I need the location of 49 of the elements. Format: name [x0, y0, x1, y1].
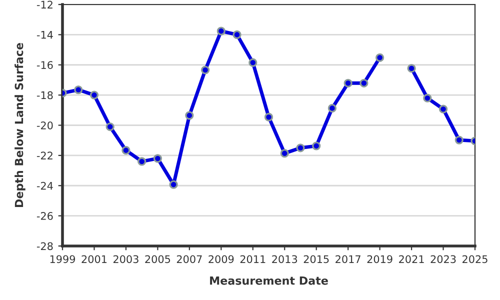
y-tick-label: -18	[36, 91, 53, 100]
point	[200, 66, 210, 74]
x-tick-label: 2023	[430, 255, 456, 264]
point	[74, 85, 83, 94]
x-tick-label: 2017	[336, 255, 360, 264]
point	[438, 104, 448, 114]
x-tick-label: 2021	[399, 255, 424, 264]
x-tick-label: 2003	[113, 255, 138, 264]
point	[216, 26, 226, 36]
point	[90, 90, 99, 100]
point	[454, 136, 464, 144]
point	[376, 53, 384, 62]
point	[106, 122, 114, 132]
x-tick-label: 2007	[176, 255, 202, 264]
x-tick-label: 2009	[208, 255, 234, 264]
point	[153, 154, 162, 163]
x-tick-label: 1999	[50, 255, 76, 264]
point	[138, 157, 146, 166]
y-tick-label: -22	[36, 152, 52, 160]
point	[232, 30, 242, 39]
y-tick-label: -16	[36, 61, 53, 69]
point	[360, 78, 368, 88]
y-tick-label: -14	[36, 31, 53, 39]
point	[328, 104, 337, 112]
x-axis-title: Measurement Date	[210, 276, 328, 285]
y-tick-label: -28	[36, 242, 53, 250]
x-tick-label: 2013	[272, 255, 298, 264]
point	[344, 78, 352, 88]
y-tick-label: -24	[36, 182, 53, 190]
y-axis-title: Depth Below Land Surface	[14, 43, 26, 207]
y-tick-label: -12	[36, 0, 52, 8]
x-tick-label: 2005	[145, 255, 170, 264]
point	[407, 64, 416, 73]
point	[264, 112, 274, 122]
point	[185, 111, 194, 120]
y-tick-label: -20	[36, 121, 53, 130]
point	[296, 144, 305, 152]
x-tick-label: 2025	[462, 255, 488, 264]
y-tick-label: -26	[36, 212, 53, 220]
x-tick-label: 2001	[82, 255, 107, 264]
point	[423, 94, 432, 102]
x-tick-label: 2019	[367, 255, 392, 264]
point	[169, 180, 178, 189]
point	[280, 149, 289, 158]
point	[122, 146, 130, 155]
point	[248, 58, 258, 67]
point	[312, 142, 321, 150]
x-tick-label: 2011	[240, 255, 266, 264]
x-tick-label: 2015	[304, 255, 329, 264]
